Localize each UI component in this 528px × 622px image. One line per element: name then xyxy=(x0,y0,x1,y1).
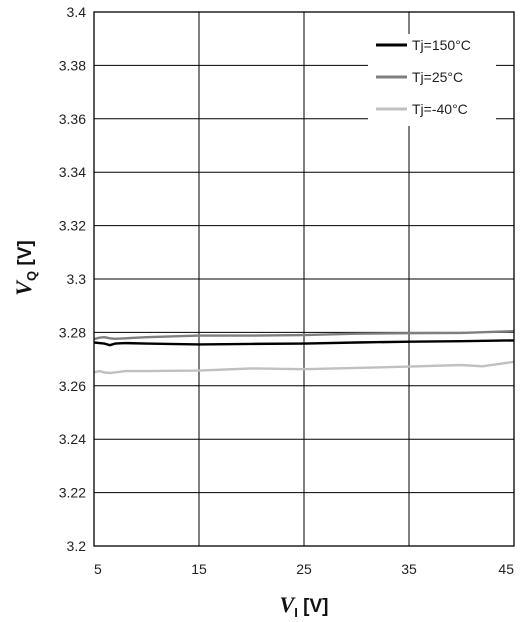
x-tick-label-3: 35 xyxy=(401,561,417,577)
y-tick-label-3: 3.26 xyxy=(59,378,86,394)
x-tick-label-0: 5 xyxy=(94,561,102,577)
x-axis-title: VI [V] xyxy=(280,592,329,620)
y-tick-label-9: 3.38 xyxy=(59,57,86,73)
plot-frame xyxy=(93,11,515,547)
y-tick-label-0: 3.2 xyxy=(67,538,87,554)
legend-label-2: Tj=-40°C xyxy=(412,101,468,117)
y-tick-label-6: 3.32 xyxy=(59,218,86,234)
series-line-2 xyxy=(93,360,515,375)
x-axis-symbol: V xyxy=(280,592,297,617)
y-tick-labels: 3.2 3.22 3.24 3.26 3.28 3.3 3.32 3.34 3.36 3.38 3.… xyxy=(59,4,86,554)
y-tick-label-1: 3.22 xyxy=(59,485,86,501)
y-axis-unit: [V] xyxy=(15,240,36,271)
y-tick-label-4: 3.28 xyxy=(59,324,86,340)
y-axis-title: VQ [V] xyxy=(11,240,39,295)
x-tick-label-1: 15 xyxy=(191,561,207,577)
series-line-0 xyxy=(93,339,515,347)
y-tick-label-5: 3.3 xyxy=(67,271,87,287)
y-tick-label-7: 3.34 xyxy=(59,164,86,180)
x-tick-labels: 5 15 25 35 45 xyxy=(94,561,514,577)
legend-label-1: Tj=25°C xyxy=(412,69,463,85)
legend-items: Tj=150°C Tj=25°C Tj=-40°C xyxy=(376,37,471,117)
x-tick-label-4: 45 xyxy=(498,561,514,577)
y-axis-subscript: Q xyxy=(24,271,39,281)
legend-label-0: Tj=150°C xyxy=(412,37,471,53)
legend-box xyxy=(368,34,496,126)
legend: Tj=150°C Tj=25°C Tj=-40°C xyxy=(368,34,496,126)
y-tick-label-10: 3.4 xyxy=(67,4,87,20)
series-layer xyxy=(93,329,515,375)
x-axis-subscript: I xyxy=(294,605,298,620)
y-tick-label-2: 3.24 xyxy=(59,431,86,447)
x-axis-unit: [V] xyxy=(298,596,329,617)
series-line-1 xyxy=(93,329,515,341)
y-axis-symbol: V xyxy=(11,279,36,296)
y-tick-label-8: 3.36 xyxy=(59,111,86,127)
x-tick-label-2: 25 xyxy=(296,561,312,577)
